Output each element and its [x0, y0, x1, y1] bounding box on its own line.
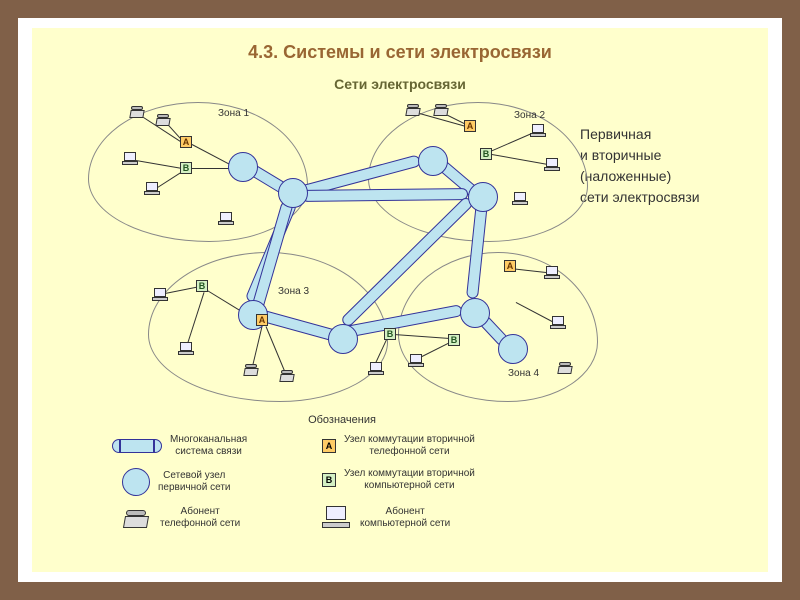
primary-hub: [460, 298, 490, 328]
computer-icon: [144, 182, 160, 196]
computer-icon: [544, 158, 560, 172]
side-line: Первичная: [580, 124, 700, 145]
zone-label: Зона 3: [278, 286, 309, 297]
primary-hub: [468, 182, 498, 212]
legend-row: Многоканальнаясистема связи: [112, 434, 247, 458]
phone-icon: [406, 104, 420, 116]
phone-icon: [434, 104, 448, 116]
legend-label: Абоненткомпьютерной сети: [360, 506, 450, 530]
side-description: Первичная и вторичные (наложенные) сети …: [580, 124, 700, 208]
computer-icon: [544, 266, 560, 280]
side-line: и вторичные: [580, 145, 700, 166]
legend-label: Абоненттелефонной сети: [160, 506, 240, 530]
switch-node-A: A: [256, 314, 268, 326]
computer-icon: [322, 506, 352, 530]
slide-canvas: 4.3. Системы и сети электросвязи Сети эл…: [32, 28, 768, 572]
legend-row: В Узел коммутации вторичнойкомпьютерной с…: [322, 468, 475, 492]
legend-title: Обозначения: [112, 414, 572, 426]
legend-label: Узел коммутации вторичнойтелефонной сети: [344, 434, 475, 458]
phone-icon: [280, 370, 294, 382]
phone-icon: [558, 362, 572, 374]
legend-row: Сетевой узелпервичной сети: [122, 468, 231, 496]
switch-node-A: A: [504, 260, 516, 272]
computer-icon: [178, 342, 194, 356]
switch-node-B: B: [448, 334, 460, 346]
outer-frame: 4.3. Системы и сети электросвязи Сети эл…: [18, 18, 782, 582]
primary-hub: [278, 178, 308, 208]
phone-icon: [130, 106, 144, 118]
computer-icon: [408, 354, 424, 368]
legend-row: Абоненткомпьютерной сети: [322, 506, 450, 530]
trunk-icon: [112, 439, 162, 453]
switch-node-B: B: [384, 328, 396, 340]
zone-label: Зона 4: [508, 368, 539, 379]
page-subtitle: Сети электросвязи: [32, 76, 768, 92]
computer-icon: [122, 152, 138, 166]
side-line: сети электросвязи: [580, 187, 700, 208]
primary-hub: [228, 152, 258, 182]
legend-label: Сетевой узелпервичной сети: [158, 470, 231, 494]
zone-label: Зона 1: [218, 108, 249, 119]
legend-label: Узел коммутации вторичнойкомпьютерной се…: [344, 468, 475, 492]
side-line: (наложенные): [580, 166, 700, 187]
switch-node-B: B: [480, 148, 492, 160]
legend-row: Абоненттелефонной сети: [122, 506, 240, 530]
network-diagram: Зона 1 Зона 2 Зона 3 Зона 4 A B A B A B B A B: [88, 102, 588, 402]
phone-icon: [156, 114, 170, 126]
primary-hub: [498, 334, 528, 364]
hub-icon: [122, 468, 150, 496]
switch-node-A: A: [180, 136, 192, 148]
computer-icon: [530, 124, 546, 138]
phone-icon: [244, 364, 258, 376]
zone-label: Зона 2: [514, 110, 545, 121]
legend-label: Многоканальнаясистема связи: [170, 434, 247, 458]
computer-icon: [152, 288, 168, 302]
switch-node-B: B: [196, 280, 208, 292]
primary-hub: [328, 324, 358, 354]
computer-icon: [512, 192, 528, 206]
computer-icon: [550, 316, 566, 330]
nodeA-icon: А: [322, 439, 336, 453]
phone-icon: [122, 506, 152, 530]
trunk-link: [302, 188, 468, 202]
legend-row: А Узел коммутации вторичнойтелефонной сет…: [322, 434, 475, 458]
primary-hub: [418, 146, 448, 176]
switch-node-A: A: [464, 120, 476, 132]
nodeB-icon: В: [322, 473, 336, 487]
device-line: [192, 168, 230, 169]
computer-icon: [368, 362, 384, 376]
computer-icon: [218, 212, 234, 226]
page-title: 4.3. Системы и сети электросвязи: [32, 42, 768, 63]
switch-node-B: B: [180, 162, 192, 174]
